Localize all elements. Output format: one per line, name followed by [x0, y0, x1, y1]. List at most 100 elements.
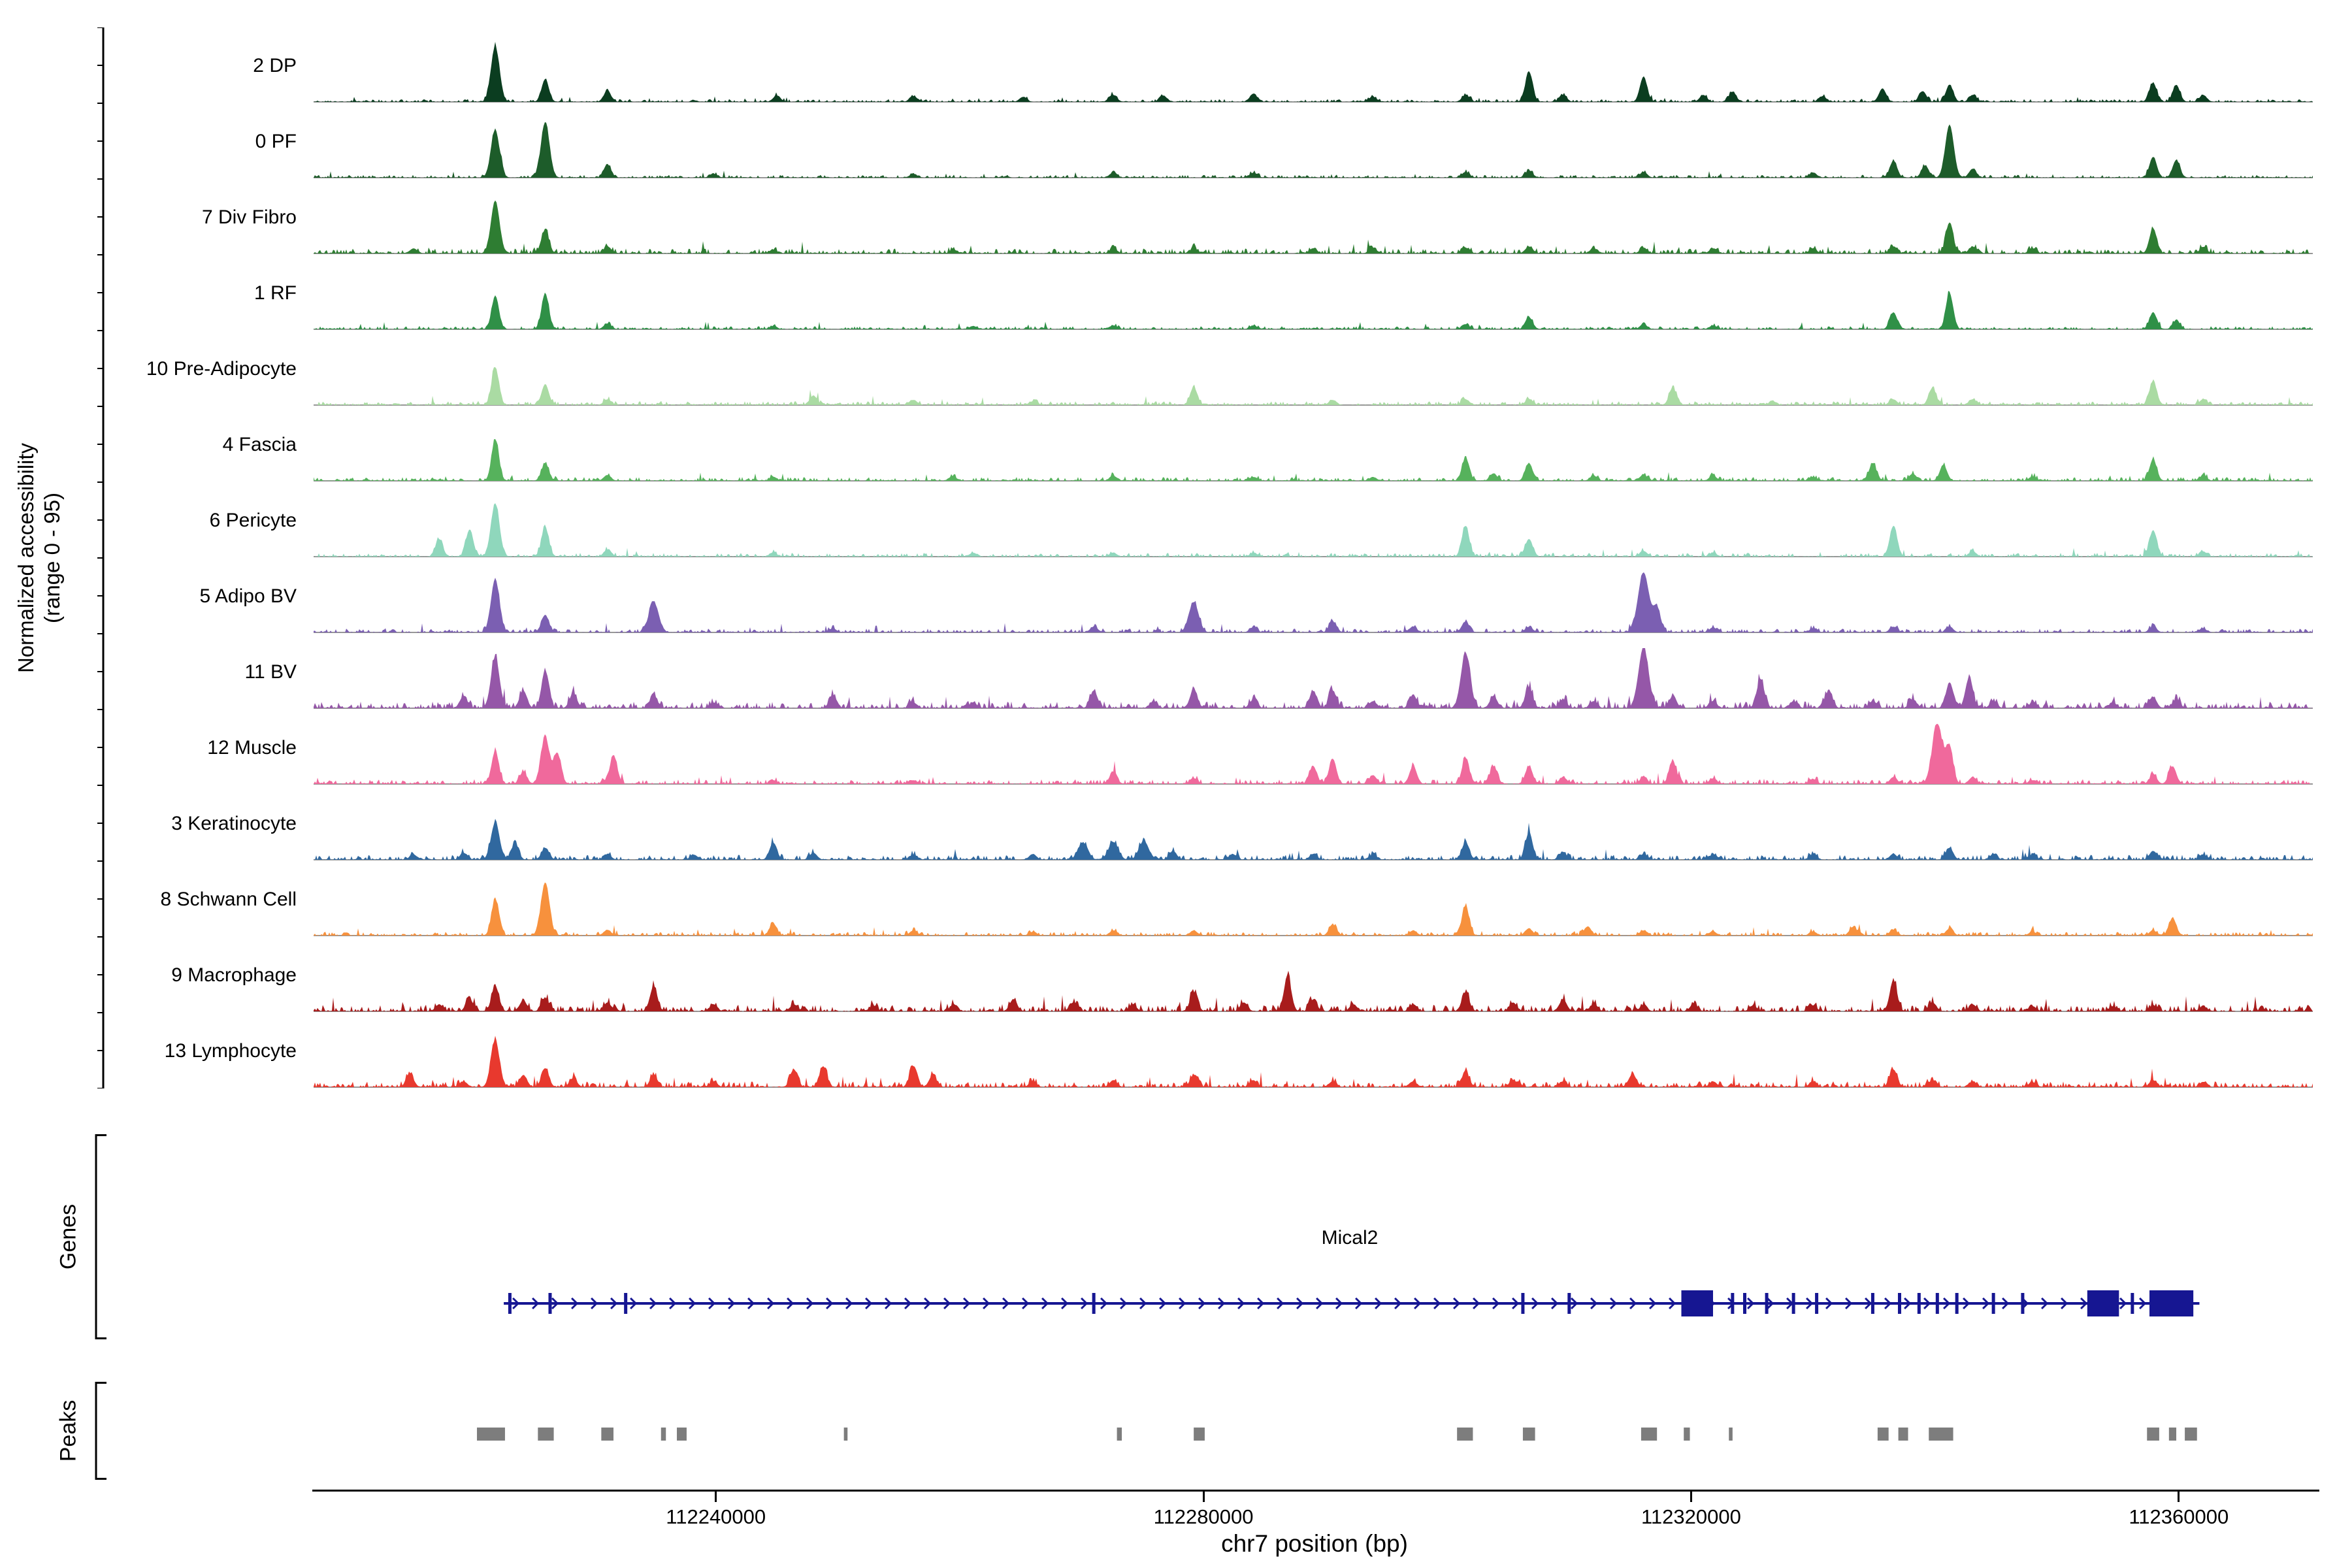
- peak-box: [677, 1428, 687, 1441]
- peak-box: [1684, 1428, 1690, 1441]
- strand-arrow-icon: [885, 1297, 892, 1310]
- strand-arrow-icon: [1649, 1297, 1657, 1310]
- peak-box: [2147, 1428, 2159, 1441]
- strand-arrow-icon: [1884, 1297, 1892, 1310]
- strand-arrow-icon: [512, 1297, 520, 1310]
- track-signal-area: [314, 572, 2313, 632]
- track-signal-area: [314, 970, 2313, 1011]
- track-signal-svg: [314, 200, 2313, 254]
- track-row-13lymphocyte: 13 Lymphocyte: [165, 1013, 2313, 1088]
- strand-arrow-icon: [845, 1297, 853, 1310]
- exon-tick: [548, 1293, 552, 1314]
- track-label: 6 Pericyte: [209, 510, 297, 531]
- strand-arrow-icon: [571, 1297, 579, 1310]
- strand-arrow-icon: [1453, 1297, 1461, 1310]
- strand-arrow-icon: [1512, 1297, 1520, 1310]
- strand-arrow-icon: [1433, 1297, 1441, 1310]
- exon-tick: [1991, 1293, 1995, 1314]
- peak-box: [1117, 1428, 1122, 1441]
- peak-box: [661, 1428, 666, 1441]
- x-tick-label: 112280000: [1153, 1505, 1254, 1528]
- peaks-label-text: Peaks: [56, 1399, 81, 1462]
- peak-box: [1522, 1428, 1535, 1441]
- exon-tick: [1870, 1293, 1874, 1314]
- track-signal-area: [314, 367, 2313, 405]
- strand-arrow-icon: [1767, 1297, 1774, 1310]
- strand-arrow-icon: [924, 1297, 932, 1310]
- strand-arrow-icon: [532, 1297, 540, 1310]
- gene-name-label: Mical2: [1321, 1227, 1379, 1249]
- track-signal-svg: [314, 122, 2313, 178]
- strand-arrow-icon: [1590, 1297, 1598, 1310]
- x-tick-mark: [2178, 1492, 2180, 1502]
- strand-arrow-icon: [1081, 1297, 1088, 1310]
- peak-box: [538, 1428, 554, 1441]
- track-label: 1 RF: [253, 282, 297, 304]
- strand-arrow-icon: [1806, 1297, 1814, 1310]
- strand-arrow-icon: [1943, 1297, 1951, 1310]
- strand-arrow-icon: [689, 1297, 696, 1310]
- track-signal-svg: [314, 882, 2313, 936]
- peak-box: [843, 1428, 848, 1441]
- strand-arrow-icon: [1571, 1297, 1578, 1310]
- track-row-8schwanncell: 8 Schwann Cell: [161, 861, 2313, 937]
- track-signal-area: [314, 503, 2313, 557]
- peak-box: [1457, 1428, 1473, 1441]
- exon-tick: [1935, 1293, 1939, 1314]
- strand-arrow-icon: [1473, 1297, 1480, 1310]
- strand-arrow-icon: [1316, 1297, 1324, 1310]
- exon-box: [2087, 1290, 2119, 1316]
- exon-tick: [1731, 1293, 1735, 1314]
- track-row-5adipobv: 5 Adipo BV: [200, 558, 2313, 634]
- track-signal-area: [314, 291, 2313, 329]
- strand-arrow-icon: [1982, 1297, 1990, 1310]
- strand-arrow-icon: [2139, 1297, 2147, 1310]
- strand-arrow-icon: [1551, 1297, 1559, 1310]
- track-label: 7 Div Fibro: [201, 206, 297, 228]
- strand-arrow-icon: [551, 1297, 559, 1310]
- x-tick-mark: [715, 1492, 717, 1502]
- track-signal-svg: [314, 42, 2313, 103]
- track-row-2dp: 2 DP: [253, 27, 2313, 103]
- y-ruler-svg: [97, 27, 105, 1089]
- track-signal-svg: [314, 970, 2313, 1012]
- x-tick-mark: [1202, 1492, 1205, 1502]
- track-signal-area: [314, 1036, 2313, 1087]
- exon-tick: [1743, 1293, 1747, 1314]
- x-axis-title: chr7 position (bp): [1221, 1530, 1408, 1557]
- strand-arrow-icon: [1159, 1297, 1167, 1310]
- track-signal-area: [314, 122, 2313, 178]
- exon-tick: [1917, 1293, 1921, 1314]
- track-signal-svg: [314, 503, 2313, 557]
- track-row-0pf: 0 PF: [255, 103, 2313, 179]
- strand-arrow-icon: [1041, 1297, 1049, 1310]
- exon-tick: [624, 1293, 628, 1314]
- strand-arrow-icon: [1904, 1297, 1912, 1310]
- strand-arrow-icon: [610, 1297, 618, 1310]
- strand-arrow-icon: [1139, 1297, 1147, 1310]
- strand-arrow-icon: [1845, 1297, 1853, 1310]
- peak-box: [1877, 1428, 1889, 1441]
- strand-arrow-icon: [943, 1297, 951, 1310]
- track-label: 3 Keratinocyte: [171, 813, 297, 834]
- exon-tick: [1765, 1293, 1769, 1314]
- peak-box: [601, 1428, 613, 1441]
- track-signal-area: [314, 882, 2313, 936]
- strand-arrow-icon: [1825, 1297, 1833, 1310]
- strand-arrow-icon: [1492, 1297, 1500, 1310]
- peaks-svg: [477, 1428, 2197, 1441]
- strand-arrow-icon: [826, 1297, 834, 1310]
- strand-arrow-icon: [1218, 1297, 1226, 1310]
- track-row-1rf: 1 RF: [254, 255, 2313, 331]
- track-signal-area: [314, 200, 2313, 253]
- genes-section-label: Genes: [49, 1134, 88, 1339]
- peak-box: [2185, 1428, 2197, 1441]
- track-row-7divfibro: 7 Div Fibro: [202, 179, 2313, 255]
- strand-arrow-icon: [1257, 1297, 1265, 1310]
- x-axis: 112240000 112280000 112320000 112360000: [312, 1490, 2319, 1548]
- strand-arrow-icon: [1375, 1297, 1382, 1310]
- strand-arrow-icon: [767, 1297, 775, 1310]
- strand-arrow-icon: [591, 1297, 598, 1310]
- track-label: 4 Fascia: [222, 434, 297, 455]
- strand-arrow-icon: [708, 1297, 716, 1310]
